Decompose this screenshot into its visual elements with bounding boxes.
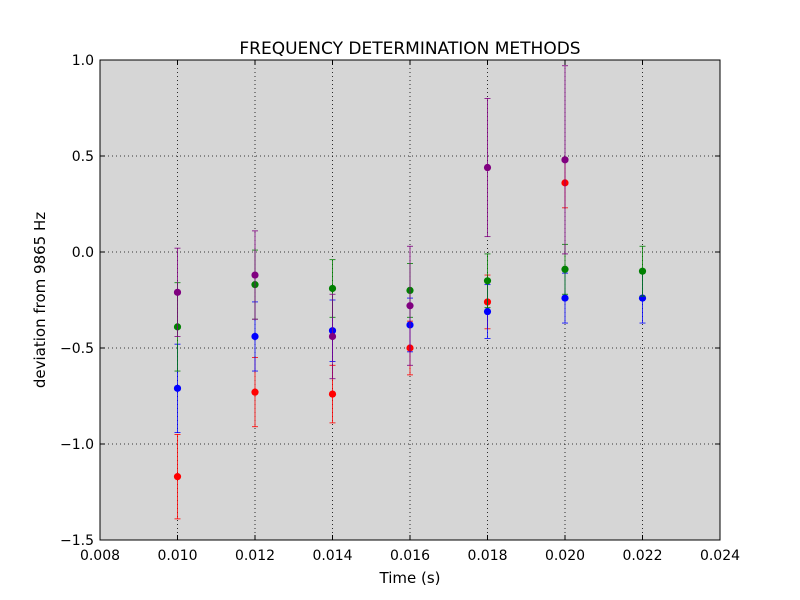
- data-point: [406, 302, 414, 310]
- data-point: [173, 288, 182, 296]
- data-point: [638, 267, 647, 275]
- y-tick-label: 0.5: [72, 149, 94, 165]
- y-tick-label: −0.5: [60, 341, 94, 357]
- y-tick-label: −1.0: [60, 437, 94, 453]
- data-point: [328, 390, 337, 398]
- data-point: [173, 384, 182, 392]
- data-point: [561, 294, 569, 302]
- data-point: [251, 271, 259, 279]
- axis-ticks: 0.008 0.010 0.012 0.014 0.016 0.018 0.020 0.022…: [60, 53, 740, 564]
- data-point: [328, 332, 337, 341]
- x-tick-label: 0.016: [390, 548, 430, 564]
- x-axis-label: Time (s): [379, 569, 441, 587]
- x-tick-label: 0.018: [467, 548, 507, 564]
- data-point: [483, 163, 492, 172]
- x-tick-label: 0.010: [157, 548, 197, 564]
- data-point: [561, 265, 569, 273]
- x-tick-label: 0.024: [700, 548, 740, 564]
- y-tick-label: 0.0: [72, 245, 94, 261]
- data-point: [328, 284, 337, 293]
- x-tick-label: 0.012: [235, 548, 275, 564]
- data-point: [251, 388, 259, 396]
- data-point: [173, 473, 182, 481]
- y-tick-label: 1.0: [72, 53, 94, 69]
- series-4: [173, 65, 569, 380]
- x-tick-label: 0.022: [622, 548, 662, 564]
- x-tick-label: 0.020: [545, 548, 585, 564]
- data-point: [483, 277, 492, 285]
- data-point: [483, 307, 492, 316]
- x-tick-label: 0.014: [312, 548, 352, 564]
- data-series: [173, 65, 647, 520]
- data-point: [251, 332, 259, 341]
- data-point: [561, 156, 569, 164]
- chart-title: FREQUENCY DETERMINATION METHODS: [239, 39, 580, 59]
- x-tick-label: 0.008: [80, 548, 120, 564]
- y-tick-label: −1.5: [60, 533, 94, 549]
- y-axis-label: deviation from 9865 Hz: [31, 212, 49, 388]
